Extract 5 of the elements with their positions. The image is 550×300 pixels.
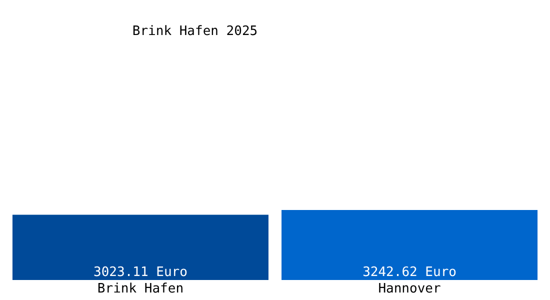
data-label: 3242.62 Euro: [362, 265, 456, 280]
x-tick-label: Hannover: [378, 282, 441, 296]
data-label: 3023.11 Euro: [94, 265, 188, 280]
chart-title: Brink Hafen 2025: [132, 24, 258, 39]
x-tick-label: Brink Hafen: [97, 282, 184, 296]
